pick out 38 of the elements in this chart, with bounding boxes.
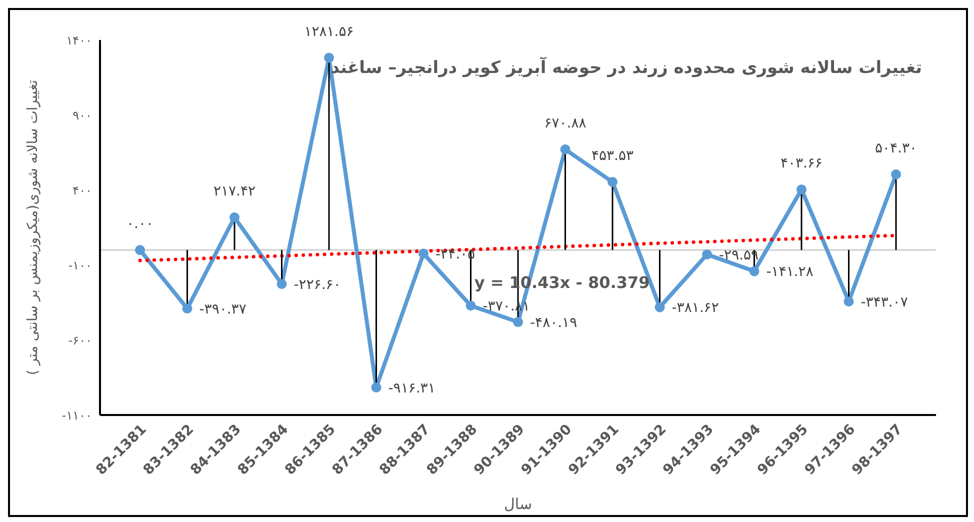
data-label: -۱۴۱.۲۸ [766, 264, 814, 280]
point [796, 184, 806, 194]
data-label: ۰.۰۰ [126, 216, 154, 232]
point [276, 278, 287, 289]
data-label: -۳۴۳.۰۷ [860, 294, 908, 310]
y-tick-label: -۶۰۰ [68, 333, 92, 348]
point [702, 249, 712, 260]
point [466, 300, 476, 311]
data-label: -۹۱۶.۳۱ [388, 380, 436, 396]
data-label: ۴۵۳.۵۳ [591, 148, 634, 164]
point [182, 304, 192, 314]
y-tick-label: -۱۱۰۰ [62, 408, 92, 422]
y-axis-title: تغییرات سالانه شوری(میکروزیمنس بر سانتی متر ) [24, 80, 41, 376]
point [371, 382, 382, 392]
data-label: -۳۹۰.۳۷ [199, 302, 247, 318]
data-label: ۴۰۳.۶۶ [780, 155, 823, 172]
x-axis-title: سال [504, 495, 532, 513]
data-label: -۴۸۰.۱۹ [530, 315, 578, 332]
data-label: -۳۸۱.۶۲ [672, 300, 719, 316]
point [418, 248, 428, 259]
point [560, 144, 570, 154]
y-tick-label: ۴۰۰ [72, 183, 92, 198]
data-label: ۱۲۸۱.۵۶ [304, 24, 354, 40]
point [654, 302, 665, 312]
point [513, 317, 523, 328]
point [891, 169, 901, 180]
point [135, 245, 145, 255]
data-label: ۲۱۷.۴۲ [213, 183, 256, 200]
point [230, 212, 240, 222]
point [844, 296, 854, 306]
data-label: ۶۷۰.۸۸ [544, 115, 587, 132]
point [608, 176, 618, 187]
point [749, 266, 760, 276]
y-tick-label: -۱۰۰ [68, 258, 92, 272]
data-label: ۵۰۴.۳۰ [874, 140, 918, 156]
data-label: -۲۲۶.۶۰ [294, 276, 341, 293]
y-tick-label: ۹۰۰ [72, 108, 92, 122]
y-tick-label: ۱۴۰۰ [66, 33, 92, 48]
